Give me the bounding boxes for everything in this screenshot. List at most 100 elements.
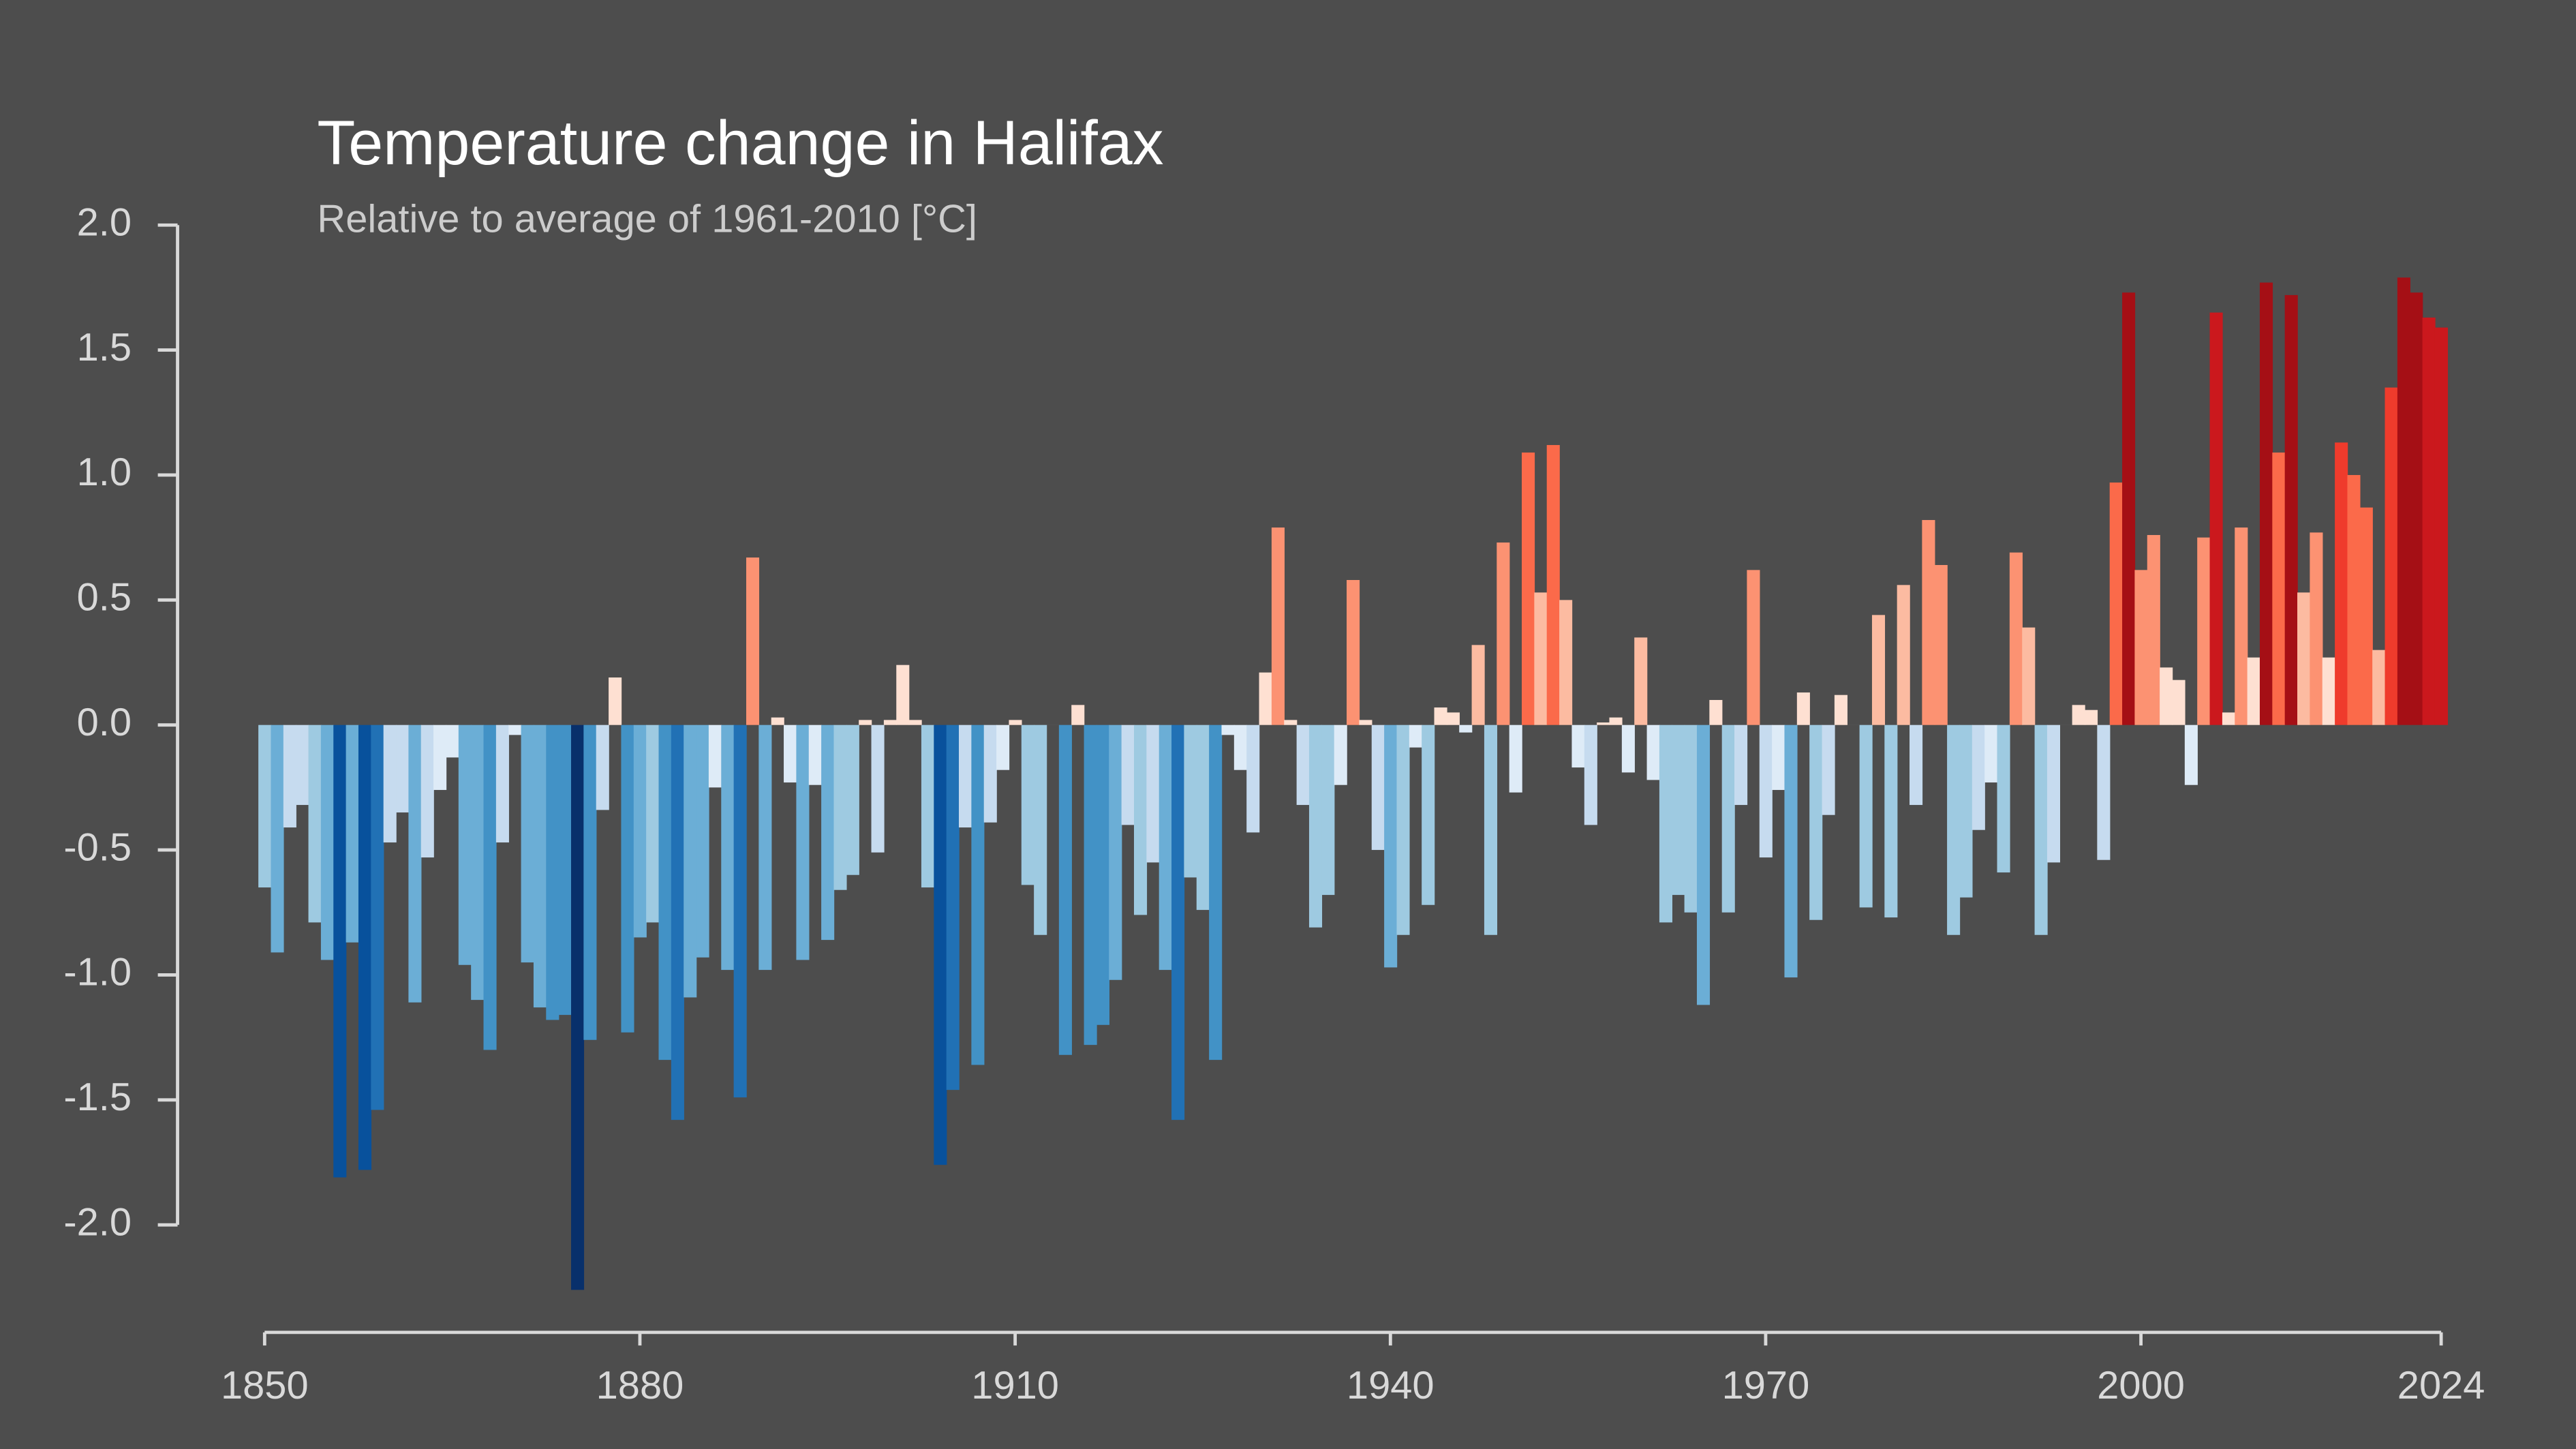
bar [684,724,697,998]
bar [1509,724,1522,793]
bar [446,724,459,758]
bar [1034,724,1047,935]
bar [746,557,760,725]
bar [658,724,672,1061]
bar [1009,720,1022,725]
bar [2259,282,2273,725]
bar [1459,724,1473,733]
bar [1246,724,1260,833]
bar [2310,532,2323,725]
bar [2172,680,2186,725]
bar [733,724,747,1098]
bar [2197,537,2211,725]
bar [1734,724,1748,806]
bar [1121,724,1135,825]
bar [1296,724,1310,806]
bar [2046,724,2061,863]
bar [1233,724,1247,770]
y-tick-label: 0.0 [77,701,132,744]
bar [2209,312,2223,725]
bar [596,724,609,810]
bar [533,724,547,1008]
y-tick-label: -1.5 [63,1076,132,1119]
y-tick-label: 2.0 [77,201,132,245]
bar [1796,692,1810,725]
bar [508,724,522,735]
bar [1871,615,1886,725]
bar [721,724,735,971]
x-tick-label: 2024 [2397,1364,2485,1407]
bar [1321,724,1335,896]
bar [696,724,709,958]
bar [2359,507,2373,725]
bar [2160,667,2173,725]
bar [2397,277,2410,725]
bar [1559,600,1573,725]
y-tick-label: -1.0 [63,951,132,994]
bar [371,724,384,1110]
bar [1084,724,1097,1046]
bar [821,724,835,941]
bar [1159,724,1172,971]
bar [558,724,572,1016]
bar [2084,710,2098,725]
bar [1772,724,1785,791]
y-tick-label: 1.5 [77,326,132,369]
bar [2235,527,2248,725]
bar [2134,570,2148,725]
bar [1497,542,1510,725]
bar [2009,552,2023,725]
bar [2322,657,2335,725]
bar [1021,724,1034,885]
bar [609,677,622,725]
bar [433,724,447,791]
bar [1696,724,1711,1005]
bar [871,724,885,853]
bar [1972,724,1985,830]
bar [2410,292,2423,725]
bar [1571,724,1585,768]
bar [1071,705,1085,725]
bar [1934,564,1948,725]
bar [1721,724,1735,913]
bar [921,724,935,888]
bar [908,720,922,725]
bar [1409,724,1422,748]
bar [1684,724,1698,913]
bar [959,724,972,828]
bar [2122,292,2136,725]
bar [1422,724,1435,905]
bar [1396,724,1410,935]
bar [308,724,322,923]
bar [1522,452,1535,725]
bar [1434,707,1447,725]
bar [383,724,397,843]
bar [1759,724,1773,858]
bar [1959,724,1973,898]
bar [2247,657,2260,725]
bar [2347,474,2361,725]
bar [758,724,772,971]
bar [2434,327,2449,725]
bar [546,724,559,1020]
bar [1646,724,1660,780]
bar [1997,724,2010,873]
bar [1597,722,1610,725]
bar [934,724,947,1165]
x-tick-label: 1880 [596,1364,684,1407]
bar [971,724,985,1065]
bar [1609,717,1623,725]
bar [283,724,296,828]
bar [1709,700,1723,725]
bar [2284,294,2298,725]
bar [583,724,597,1040]
bar [671,724,684,1120]
bar [633,724,647,938]
bar [2034,724,2048,935]
bar [408,724,422,1003]
bar [1196,724,1210,911]
bar [883,720,897,725]
bar [1484,724,1498,935]
